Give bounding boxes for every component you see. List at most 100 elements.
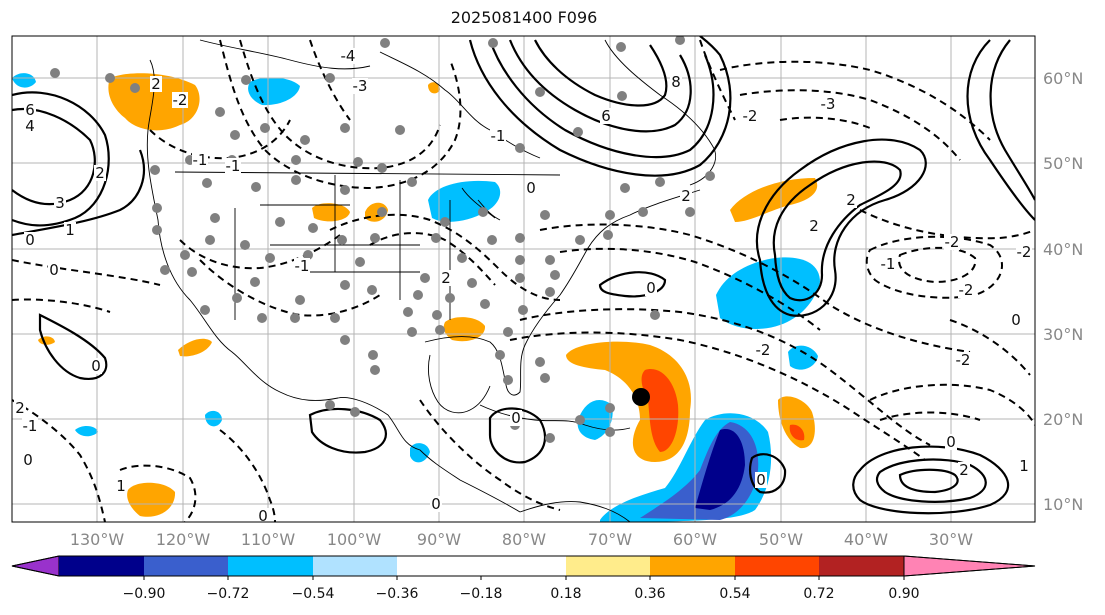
contour-label: -2 xyxy=(173,91,188,109)
fill-blue-caribbean xyxy=(577,400,613,440)
fill-orange-ne xyxy=(730,178,818,222)
contour-label: 0 xyxy=(23,451,33,469)
lat-label: 10°N xyxy=(1043,495,1083,514)
lat-label: 60°N xyxy=(1043,69,1083,88)
fill-blue-small-nw xyxy=(12,73,36,88)
lat-label: 30°N xyxy=(1043,325,1083,344)
contour-label: 0 xyxy=(511,409,521,427)
contour-label: 0 xyxy=(258,507,268,525)
contour-label: 0 xyxy=(91,357,101,375)
contour-label: 2 xyxy=(809,217,819,235)
solid-contours xyxy=(12,36,1035,515)
lon-label: 130°W xyxy=(70,530,125,549)
lon-label: 100°W xyxy=(327,530,382,549)
fill-orange-east xyxy=(778,396,815,449)
map-frame xyxy=(11,35,1036,523)
contour-label: -3 xyxy=(353,77,368,95)
contour-label: -4 xyxy=(341,47,356,65)
contour-label: 0 xyxy=(646,279,656,297)
contour-label: 6 xyxy=(25,101,35,119)
fill-blue-pacific2 xyxy=(75,426,98,437)
lat-label: 50°N xyxy=(1043,154,1083,173)
contour-label: -1 xyxy=(295,257,310,275)
contour-label: -2 xyxy=(959,281,974,299)
fill-orange-gulf xyxy=(443,317,486,342)
map-title: 2025081400 F096 xyxy=(450,8,598,27)
lat-label: 20°N xyxy=(1043,410,1083,429)
contour-label: 0 xyxy=(431,495,441,513)
contour-label: -2 xyxy=(945,233,960,251)
colorbar-tick-label: 0.18 xyxy=(550,586,581,602)
colorbar-tick-label: 0.72 xyxy=(803,586,834,602)
fill-orange-midwest1 xyxy=(312,203,350,222)
fill-orange-sw xyxy=(127,482,176,517)
lon-label: 40°W xyxy=(844,530,888,549)
contour-label: 0 xyxy=(1011,311,1021,329)
fill-red-east xyxy=(789,424,805,441)
colorbar-ticks xyxy=(143,576,905,580)
fill-blue-east xyxy=(788,345,818,370)
colorbar-segment xyxy=(819,556,904,576)
fill-orange-small1 xyxy=(428,82,440,94)
lon-label: 50°W xyxy=(759,530,803,549)
lat-label: 40°N xyxy=(1043,240,1083,259)
colorbar-segment xyxy=(397,556,566,576)
contour-label: 0 xyxy=(49,261,59,279)
fill-red-central xyxy=(641,369,679,452)
contour-label: -1 xyxy=(226,157,241,175)
contour-label: 3 xyxy=(55,194,65,212)
colorbar-segment xyxy=(144,556,228,576)
contour-label: 1 xyxy=(1019,457,1029,475)
contour-label: 2 xyxy=(846,191,856,209)
contour-label: 6 xyxy=(601,107,611,125)
lon-label: 120°W xyxy=(156,530,211,549)
contour-label: -3 xyxy=(821,95,836,113)
colorbar-tick-label: 0.90 xyxy=(888,586,919,602)
coastlines xyxy=(146,39,717,522)
fill-orange-baja xyxy=(178,338,212,357)
colorbar-tick-label: 0.54 xyxy=(719,586,750,602)
lon-label: 60°W xyxy=(673,530,717,549)
lon-label: 70°W xyxy=(588,530,632,549)
colorbar-tick-label: −0.36 xyxy=(376,586,419,602)
contour-label: 4 xyxy=(25,117,35,135)
storm-center-marker xyxy=(632,388,650,406)
contour-label: 2 xyxy=(681,187,691,205)
contour-label: 2 xyxy=(959,461,969,479)
lon-tick-labels: 130°W 120°W 110°W 100°W 90°W 80°W 70°W 6… xyxy=(70,530,973,549)
lat-tick-labels: 60°N 50°N 40°N 30°N 20°N 10°N xyxy=(1043,69,1083,514)
colorbar-segment xyxy=(59,556,144,576)
colorbar-segment xyxy=(566,556,650,576)
contour-label: 2 xyxy=(95,164,105,182)
colorbar-extend-low xyxy=(11,555,60,577)
contour-label: -2 xyxy=(1017,243,1032,261)
colorbar-tick-label: −0.90 xyxy=(123,586,166,602)
contour-label: -1 xyxy=(193,151,208,169)
contour-label: -2 xyxy=(956,351,971,369)
colorbar-tick-label: −0.72 xyxy=(207,586,250,602)
colorbar-tick-label: 0.36 xyxy=(634,586,665,602)
colorbar-outline xyxy=(11,555,1036,577)
colorbar-segment xyxy=(313,556,397,576)
contour-label: -2 xyxy=(743,107,758,125)
contour-label: -2 xyxy=(756,341,771,359)
colorbar-segment xyxy=(650,556,735,576)
lon-label: 110°W xyxy=(241,530,296,549)
colorbar-segment xyxy=(228,556,313,576)
colorbar: −0.90 −0.72 −0.54 −0.36 −0.18 0.18 0.36 … xyxy=(11,555,1036,602)
contour-labels: 6 4 3 2 2 1 0 0 -1 -2 -3 -4 6 8 2 -2 -3 … xyxy=(14,47,1032,525)
colorbar-segment xyxy=(735,556,819,576)
contour-label: -1 xyxy=(23,417,38,435)
contour-label: 0 xyxy=(526,179,536,197)
contour-label: 0 xyxy=(756,471,766,489)
colorbar-tick-label: −0.18 xyxy=(460,586,503,602)
lon-label: 80°W xyxy=(502,530,546,549)
fill-navy-south xyxy=(695,429,745,510)
contour-label: 2 xyxy=(15,399,25,417)
contour-label: 1 xyxy=(116,477,126,495)
contour-label: 2 xyxy=(151,75,161,93)
lon-label: 30°W xyxy=(929,530,973,549)
contour-label: -1 xyxy=(491,127,506,145)
contour-label: 0 xyxy=(25,231,35,249)
